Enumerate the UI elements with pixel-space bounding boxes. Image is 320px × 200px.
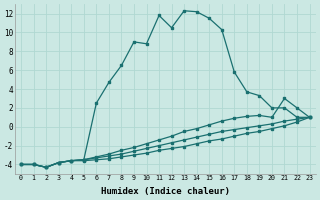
X-axis label: Humidex (Indice chaleur): Humidex (Indice chaleur) (101, 187, 230, 196)
